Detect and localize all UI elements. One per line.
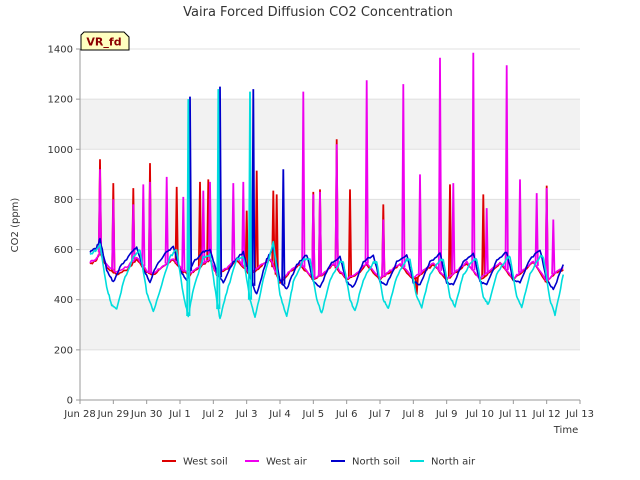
series-spike: [534, 193, 539, 266]
legend-label: North air: [431, 457, 476, 468]
legend-label: West air: [266, 457, 308, 468]
plot-band: [80, 299, 580, 350]
series-spike: [111, 199, 116, 270]
series-spike: [484, 208, 489, 274]
series-spike: [181, 196, 186, 271]
series-spike: [311, 194, 316, 279]
x-tick-label: Jul 1: [168, 409, 191, 420]
plot-band: [80, 49, 580, 100]
x-tick-label: Jul 10: [465, 409, 494, 420]
series-spike: [164, 176, 169, 264]
series-spike: [471, 52, 476, 271]
legend-label: West soil: [183, 457, 228, 468]
series-spike: [504, 65, 509, 271]
series-spike: [364, 80, 369, 264]
series-spike: [241, 181, 246, 266]
series-spike: [131, 204, 136, 261]
y-tick-label: 200: [54, 345, 73, 356]
x-tick-label: Jul 2: [202, 409, 225, 420]
x-tick-label: Jun 29: [97, 409, 130, 420]
x-tick-label: Jun 28: [63, 409, 96, 420]
series-north-air: [89, 89, 565, 320]
legend-item: North soil: [331, 457, 400, 468]
series-spike: [517, 179, 523, 273]
series-spike: [231, 183, 236, 262]
series-spike: [437, 57, 443, 271]
y-tick-label: 1200: [48, 95, 73, 106]
site-badge: VR_fd: [80, 31, 130, 51]
chart-title: Vaira Forced Diffusion CO2 Concentration: [183, 5, 453, 20]
plot-band: [80, 199, 580, 250]
y-tick-label: 1000: [48, 145, 73, 156]
series-spike: [201, 190, 206, 264]
x-axis-label: Time: [553, 425, 578, 436]
series-spike: [451, 183, 456, 274]
y-tick-label: 1400: [48, 45, 73, 56]
y-axis-label: CO2 (ppm): [10, 198, 21, 253]
x-tick-label: Jun 30: [130, 409, 163, 420]
series-spike: [147, 181, 153, 273]
plot-band: [80, 149, 580, 200]
series-spike: [301, 91, 306, 268]
series-spike: [141, 184, 146, 267]
series-spike: [251, 89, 256, 286]
site-badge-label: VR_fd: [86, 36, 121, 49]
series-spike: [544, 188, 549, 281]
series-spike: [317, 191, 323, 276]
series-spike: [447, 184, 453, 278]
x-tick-label: Jul 5: [302, 409, 325, 420]
x-tick-label: Jul 3: [235, 409, 258, 420]
legend-item: West air: [245, 457, 308, 468]
series-spike: [481, 194, 486, 278]
x-tick-label: Jul 9: [435, 409, 458, 420]
series-spike: [347, 189, 353, 279]
series-spike: [381, 219, 386, 276]
series-spike: [247, 91, 253, 300]
series-spike: [186, 99, 191, 317]
series-spike: [401, 84, 406, 268]
axes: 0 200 400 600 800 1000 1200 1400 Jun 28 Jun 29 Jun…: [48, 45, 594, 421]
series-spike: [174, 186, 179, 264]
series-line: [89, 251, 564, 282]
series-spike: [207, 181, 213, 259]
series-spike: [551, 219, 556, 275]
series-spike: [97, 169, 103, 253]
series-spike: [254, 170, 259, 270]
series-spike: [274, 194, 279, 275]
series-spike: [197, 181, 203, 268]
series-spike: [417, 174, 423, 274]
plot-background-bands: [80, 49, 580, 400]
x-tick-label: Jul 8: [402, 409, 425, 420]
x-tick-label: Jul 11: [498, 409, 527, 420]
y-tick-label: 0: [67, 396, 73, 407]
x-tick-label: Jul 13: [565, 409, 594, 420]
series-spike: [216, 89, 221, 310]
series-layer: [89, 52, 565, 320]
plot-band: [80, 99, 580, 150]
legend-item: North air: [410, 457, 476, 468]
legend-label: North soil: [352, 457, 400, 468]
x-tick-label: Jul 7: [368, 409, 391, 420]
x-tick-label: Jul 4: [268, 409, 291, 420]
series-line: [89, 240, 565, 320]
legend-item: West soil: [162, 457, 228, 468]
series-spike: [334, 144, 339, 268]
series-spike: [244, 210, 249, 271]
x-tick-label: Jul 6: [335, 409, 358, 420]
x-tick-label: Jul 12: [532, 409, 561, 420]
series-west-air: [89, 52, 564, 282]
y-tick-label: 400: [54, 295, 73, 306]
y-tick-label: 600: [54, 245, 73, 256]
y-tick-label: 800: [54, 195, 73, 206]
legend: West soil West air North soil North air: [162, 457, 476, 468]
plot-band: [80, 349, 580, 400]
series-spike: [281, 169, 286, 285]
